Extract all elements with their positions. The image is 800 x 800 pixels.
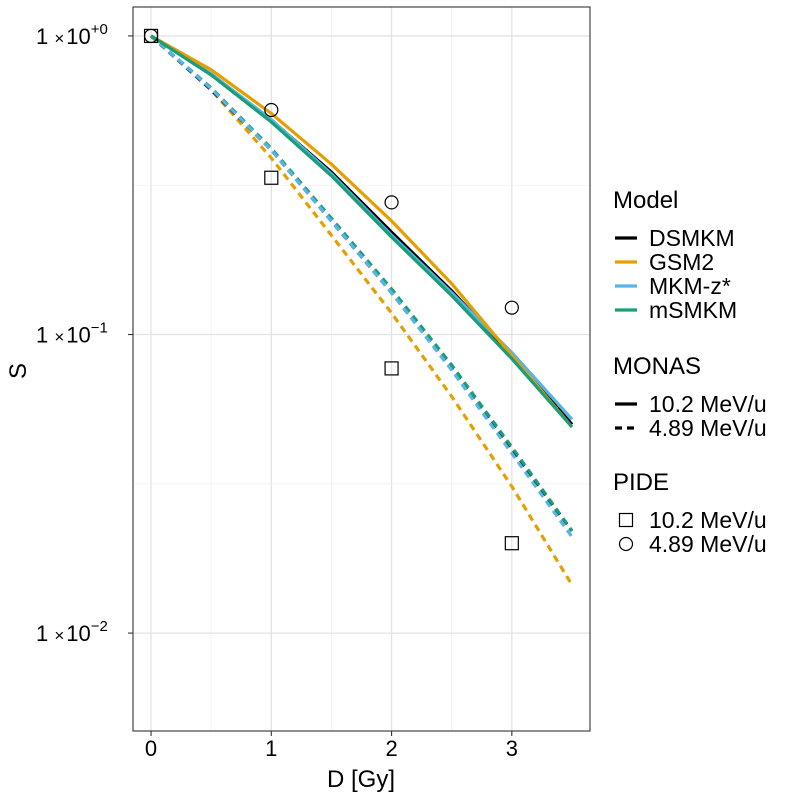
- y-axis-title: S: [5, 363, 32, 379]
- x-tick-label: 2: [385, 736, 397, 761]
- x-tick-label: 1: [265, 736, 277, 761]
- series-line-gsm2-10p2: [150, 34, 574, 429]
- pide-point-square: [264, 170, 279, 185]
- x-tick-label: 3: [506, 736, 518, 761]
- legend-label: 4.89 MeV/u: [649, 531, 767, 557]
- legend-title: Model: [613, 187, 678, 214]
- legend-label: MKM-z*: [649, 273, 731, 299]
- pide-point-square: [504, 536, 519, 551]
- x-axis: 0 1 2 3: [145, 731, 518, 761]
- series-line-gsm2-4p89: [149, 34, 574, 586]
- pide-point-circle: [143, 28, 159, 44]
- series-line-dsmkm-4p89: [149, 34, 574, 532]
- series-line-msmkm-10p2: [150, 34, 574, 429]
- legend-title: MONAS: [613, 353, 701, 380]
- legend-label: 4.89 MeV/u: [649, 415, 767, 441]
- legend-key-circle: [618, 536, 634, 552]
- legend-label: DSMKM: [649, 225, 735, 251]
- series-line-mkmz-4p89: [149, 34, 574, 538]
- legend-group-monas: MONAS 10.2 MeV/u4.89 MeV/u: [613, 353, 767, 441]
- legend-title: PIDE: [613, 469, 669, 496]
- pide-point-circle: [504, 300, 519, 315]
- pide-point-square: [384, 361, 399, 376]
- legend-label: 10.2 MeV/u: [649, 507, 767, 533]
- legend-key-square: [618, 512, 634, 528]
- legend-group-pide: PIDE 10.2 MeV/u4.89 MeV/u: [613, 469, 767, 557]
- y-tick-label: 1 ×10−2: [36, 618, 108, 646]
- x-tick-label: 0: [145, 736, 157, 761]
- pide-point-circle: [264, 102, 279, 118]
- y-axis: 1 ×10+0 1 ×10−1 1 ×10−2: [36, 21, 133, 646]
- y-tick-label: 1 ×10−1: [36, 320, 108, 348]
- pide-points: [143, 28, 519, 551]
- pide-point-circle: [384, 195, 399, 210]
- plot-panel-border: [132, 6, 591, 732]
- legend-label: mSMKM: [649, 297, 737, 323]
- y-tick-label: 1 ×10+0: [36, 21, 108, 49]
- legend-label: 10.2 MeV/u: [649, 391, 767, 417]
- x-axis-title: D [Gy]: [327, 766, 395, 793]
- legend-label: GSM2: [649, 249, 714, 275]
- series-lines: [149, 34, 574, 586]
- series-line-msmkm-4p89: [149, 34, 574, 532]
